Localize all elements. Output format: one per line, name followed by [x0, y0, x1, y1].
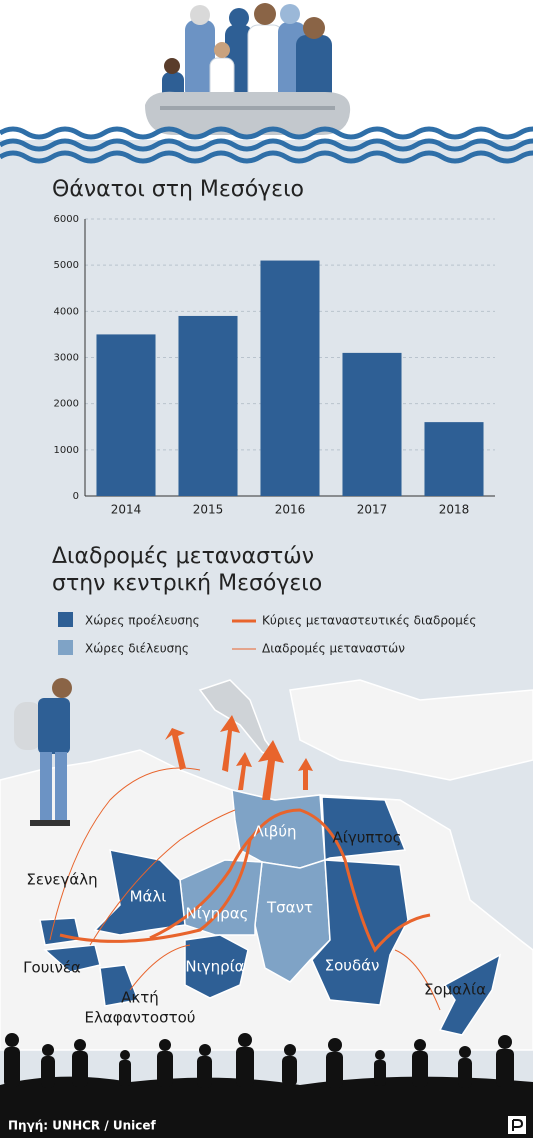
country-label: Σομαλία: [424, 981, 486, 999]
route-arrows: [165, 715, 313, 800]
x-tick-label: 2016: [275, 503, 306, 517]
map-title: στην κεντρική Μεσόγειο: [52, 571, 322, 596]
legend-label: Χώρες διέλευσης: [85, 642, 189, 656]
source: Πηγή: UNHCR / Unicef: [8, 1119, 157, 1133]
waves: [0, 126, 533, 164]
country-label: Νιγηρία: [185, 958, 244, 976]
country-label: Νίγηρας: [186, 905, 249, 923]
map-legend: Χώρες προέλευσης Χώρες διέλευσης Κύριες …: [58, 612, 476, 656]
map: [0, 679, 533, 1051]
boat-illustration: [145, 3, 351, 135]
country-label: Σενεγάλη: [26, 871, 97, 889]
country-label: Τσαντ: [266, 899, 313, 917]
legend-label: Διαδρομές μεταναστών: [262, 642, 405, 656]
walker-illustration: [14, 678, 72, 826]
y-tick-label: 5000: [54, 260, 79, 271]
bar: [96, 334, 156, 496]
legend-label: Κύριες μεταναστευτικές διαδρομές: [262, 614, 476, 628]
publisher-logo: [508, 1116, 526, 1134]
bar: [260, 260, 320, 496]
x-tick-label: 2015: [193, 503, 224, 517]
y-tick-label: 6000: [54, 214, 79, 225]
y-tick-label: 4000: [54, 306, 79, 317]
chart-title: Θάνατοι στη Μεσόγειο: [52, 177, 304, 202]
country-label: Σουδάν: [325, 957, 380, 975]
y-tick-label: 3000: [54, 353, 79, 364]
silhouettes: [0, 1033, 533, 1138]
y-tick-label: 1000: [54, 445, 79, 456]
country-label: Λιβύη: [253, 823, 296, 841]
country-label: Ακτή: [121, 989, 159, 1007]
country-label: Ελαφαντοστού: [84, 1009, 195, 1027]
y-tick-label: 0: [73, 491, 79, 502]
map-title: Διαδρομές μεταναστών: [52, 544, 314, 569]
country-label: Γουινέα: [23, 959, 81, 977]
routes: [49, 767, 441, 1011]
x-tick-label: 2018: [439, 503, 470, 517]
x-tick-label: 2017: [357, 503, 388, 517]
legend-swatch: [58, 640, 73, 655]
bar: [178, 315, 238, 496]
y-tick-label: 2000: [54, 399, 79, 410]
country-label: Μάλι: [130, 888, 167, 906]
bar-chart: 0 1000 2000 3000 4000 5000 6000 2014 2015 2016 201…: [54, 214, 495, 517]
legend-label: Χώρες προέλευσης: [85, 614, 200, 628]
x-tick-label: 2014: [111, 503, 142, 517]
country-labels: Λιβύη Αίγυπτος Σενεγάλη Μάλι Νίγηρας Τσαντ Γου…: [23, 823, 486, 1027]
legend-swatch: [58, 612, 73, 627]
bar: [424, 422, 484, 496]
bar: [342, 352, 402, 496]
country-label: Αίγυπτος: [333, 829, 402, 847]
